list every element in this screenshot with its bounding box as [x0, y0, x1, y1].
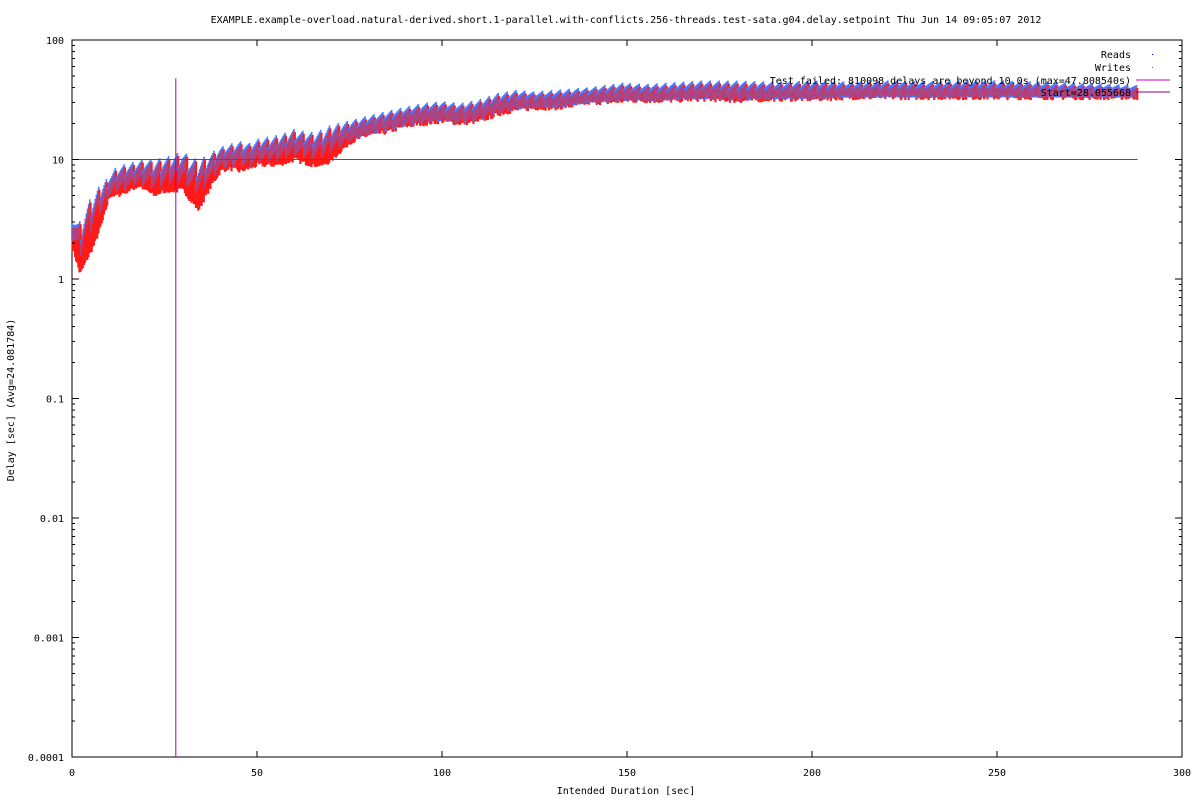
legend-label-test-failed: Test failed: 810098 delays are beyond 10…: [770, 76, 1131, 87]
legend-sample-writes: [1152, 67, 1153, 68]
x-tick-label: 300: [1173, 768, 1191, 779]
x-tick-label: 150: [618, 768, 636, 779]
y-axis-label: Delay [sec] (Avg=24.081784): [6, 319, 17, 482]
y-tick-label: 0.1: [46, 395, 64, 406]
x-tick-label: 250: [988, 768, 1006, 779]
x-tick-label: 100: [433, 768, 451, 779]
chart-title: EXAMPLE.example-overload.natural-derived…: [211, 15, 1042, 26]
plot-area: [71, 39, 1183, 758]
y-tick-label: 1: [58, 275, 64, 286]
y-tick-label: 10: [52, 156, 64, 167]
y-tick-label: 100: [46, 36, 64, 47]
legend-sample-reads: [1152, 54, 1153, 55]
y-tick-label: 0.001: [34, 634, 64, 645]
legend-label-writes: Writes: [1095, 63, 1131, 74]
x-axis: 0 50 100 150 200 250 300: [69, 40, 1191, 779]
y-tick-label: 0.01: [40, 514, 64, 525]
x-axis-label: Intended Duration [sec]: [557, 786, 695, 797]
x-tick-label: 200: [803, 768, 821, 779]
data-layer: [71, 80, 1139, 273]
legend: Reads Writes Test failed: 810098 delays …: [770, 50, 1170, 99]
x-tick-label: 0: [69, 768, 75, 779]
legend-label-reads: Reads: [1101, 50, 1131, 61]
x-tick-label: 50: [251, 768, 263, 779]
legend-label-start: Start=28.055668: [1041, 88, 1131, 99]
y-tick-label: 0.0001: [28, 753, 64, 764]
y-axis: 0.0001 0.001 0.01 0.1 1 10 100: [28, 36, 1182, 764]
